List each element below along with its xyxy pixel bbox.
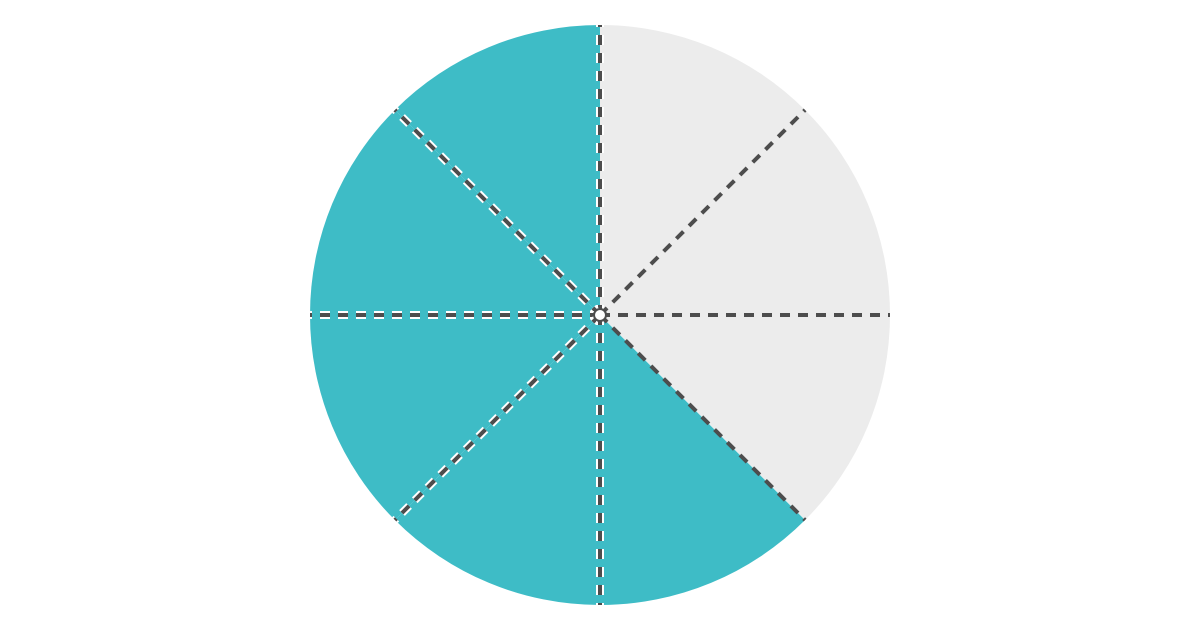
fraction-circle [0, 0, 1200, 630]
center-dot [594, 309, 606, 321]
